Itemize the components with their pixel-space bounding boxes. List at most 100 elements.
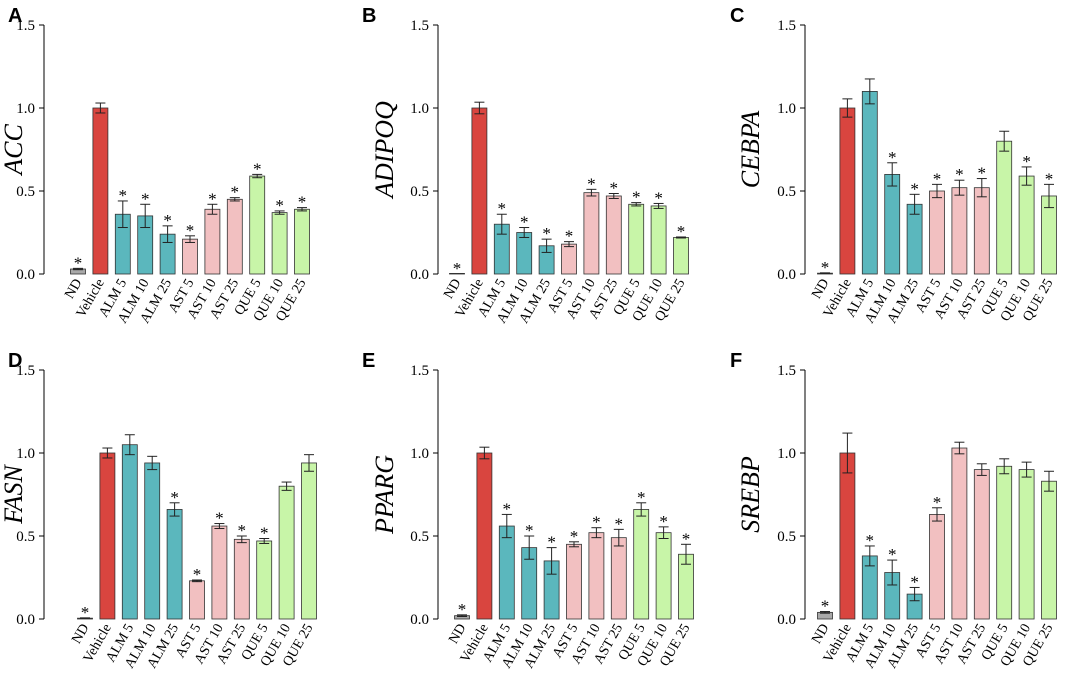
- bar: [278, 485, 295, 620]
- y-tick-label: 0.5: [777, 529, 796, 545]
- bar: [166, 509, 183, 620]
- bar: [973, 469, 990, 620]
- bar: [951, 187, 968, 275]
- significance-star: *: [570, 527, 579, 546]
- y-tick-label: 1.5: [410, 18, 429, 34]
- bar: [996, 465, 1013, 620]
- significance-star: *: [910, 179, 919, 198]
- y-axis-label: PPARG: [370, 455, 399, 535]
- y-axis-label: ADIPOQ: [370, 101, 399, 200]
- bar: [839, 452, 856, 620]
- bar: [673, 237, 689, 275]
- bar: [211, 525, 228, 620]
- y-tick-label: 0.0: [410, 612, 429, 628]
- bar: [610, 537, 627, 620]
- significance-star: *: [238, 521, 247, 540]
- significance-star: *: [587, 174, 596, 193]
- significance-star: *: [821, 597, 830, 616]
- significance-star: *: [215, 509, 224, 528]
- bar: [605, 195, 622, 275]
- significance-star: *: [682, 529, 691, 548]
- significance-star: *: [632, 188, 641, 207]
- significance-star: *: [498, 199, 507, 218]
- bar: [929, 190, 945, 275]
- y-tick-label: 0.0: [16, 267, 35, 283]
- bar: [498, 525, 515, 620]
- y-tick-label: 0.0: [16, 612, 35, 628]
- bar: [233, 538, 250, 620]
- bar: [996, 140, 1013, 275]
- significance-star: *: [74, 253, 83, 272]
- bar: [449, 272, 465, 275]
- significance-star: *: [888, 545, 897, 564]
- significance-star: *: [592, 513, 601, 532]
- significance-star: *: [978, 164, 987, 183]
- significance-star: *: [520, 213, 529, 232]
- bar: [189, 580, 205, 620]
- significance-star: *: [1045, 169, 1054, 188]
- y-tick-label: 0.0: [410, 267, 429, 283]
- significance-star: *: [260, 523, 269, 542]
- significance-star: *: [81, 603, 90, 622]
- significance-star: *: [659, 512, 668, 531]
- significance-star: *: [298, 193, 307, 212]
- y-tick-label: 1.0: [410, 446, 429, 462]
- y-axis-label: SREBP: [736, 456, 765, 533]
- bar: [628, 203, 645, 275]
- bar: [249, 175, 266, 275]
- y-tick-label: 1.5: [777, 18, 796, 34]
- significance-star: *: [888, 148, 897, 167]
- panel-letter: B: [362, 5, 376, 27]
- significance-star: *: [525, 521, 534, 540]
- bar: [121, 444, 138, 620]
- y-tick-label: 0.0: [777, 267, 796, 283]
- y-axis-label: CEBPA: [736, 111, 765, 189]
- bar: [655, 532, 672, 620]
- significance-star: *: [677, 222, 686, 241]
- bar: [973, 187, 990, 275]
- significance-star: *: [654, 188, 663, 207]
- y-tick-label: 1.5: [16, 363, 35, 379]
- significance-star: *: [866, 531, 875, 550]
- panel-letter: A: [8, 5, 22, 27]
- significance-star: *: [253, 159, 262, 178]
- y-tick-label: 0.5: [777, 184, 796, 200]
- bar: [839, 107, 856, 275]
- y-axis-label: ACC: [0, 124, 28, 177]
- bar: [861, 91, 878, 275]
- panel-letter: D: [8, 350, 22, 372]
- y-tick-label: 0.5: [410, 529, 429, 545]
- bar: [588, 532, 605, 620]
- y-tick-label: 1.0: [410, 101, 429, 117]
- bar: [1018, 175, 1035, 275]
- bar: [516, 232, 533, 275]
- y-tick-label: 1.0: [16, 446, 35, 462]
- bar: [92, 107, 109, 275]
- bar: [561, 243, 577, 275]
- bar: [583, 192, 600, 275]
- significance-star: *: [910, 572, 919, 591]
- panel-letter: F: [730, 350, 742, 372]
- y-tick-label: 0.5: [16, 184, 35, 200]
- bar: [99, 452, 116, 620]
- panel-letter: E: [362, 350, 375, 372]
- significance-star: *: [208, 189, 217, 208]
- bar: [929, 514, 945, 620]
- significance-star: *: [119, 186, 128, 205]
- bar: [951, 447, 968, 620]
- y-tick-label: 1.0: [16, 101, 35, 117]
- bar: [301, 462, 317, 620]
- significance-star: *: [141, 189, 150, 208]
- y-axis-label: FASN: [0, 463, 28, 524]
- bar: [226, 198, 243, 275]
- y-tick-label: 1.0: [777, 101, 796, 117]
- significance-star: *: [821, 258, 830, 277]
- significance-star: *: [637, 488, 646, 507]
- bar: [884, 173, 901, 275]
- significance-star: *: [275, 196, 284, 215]
